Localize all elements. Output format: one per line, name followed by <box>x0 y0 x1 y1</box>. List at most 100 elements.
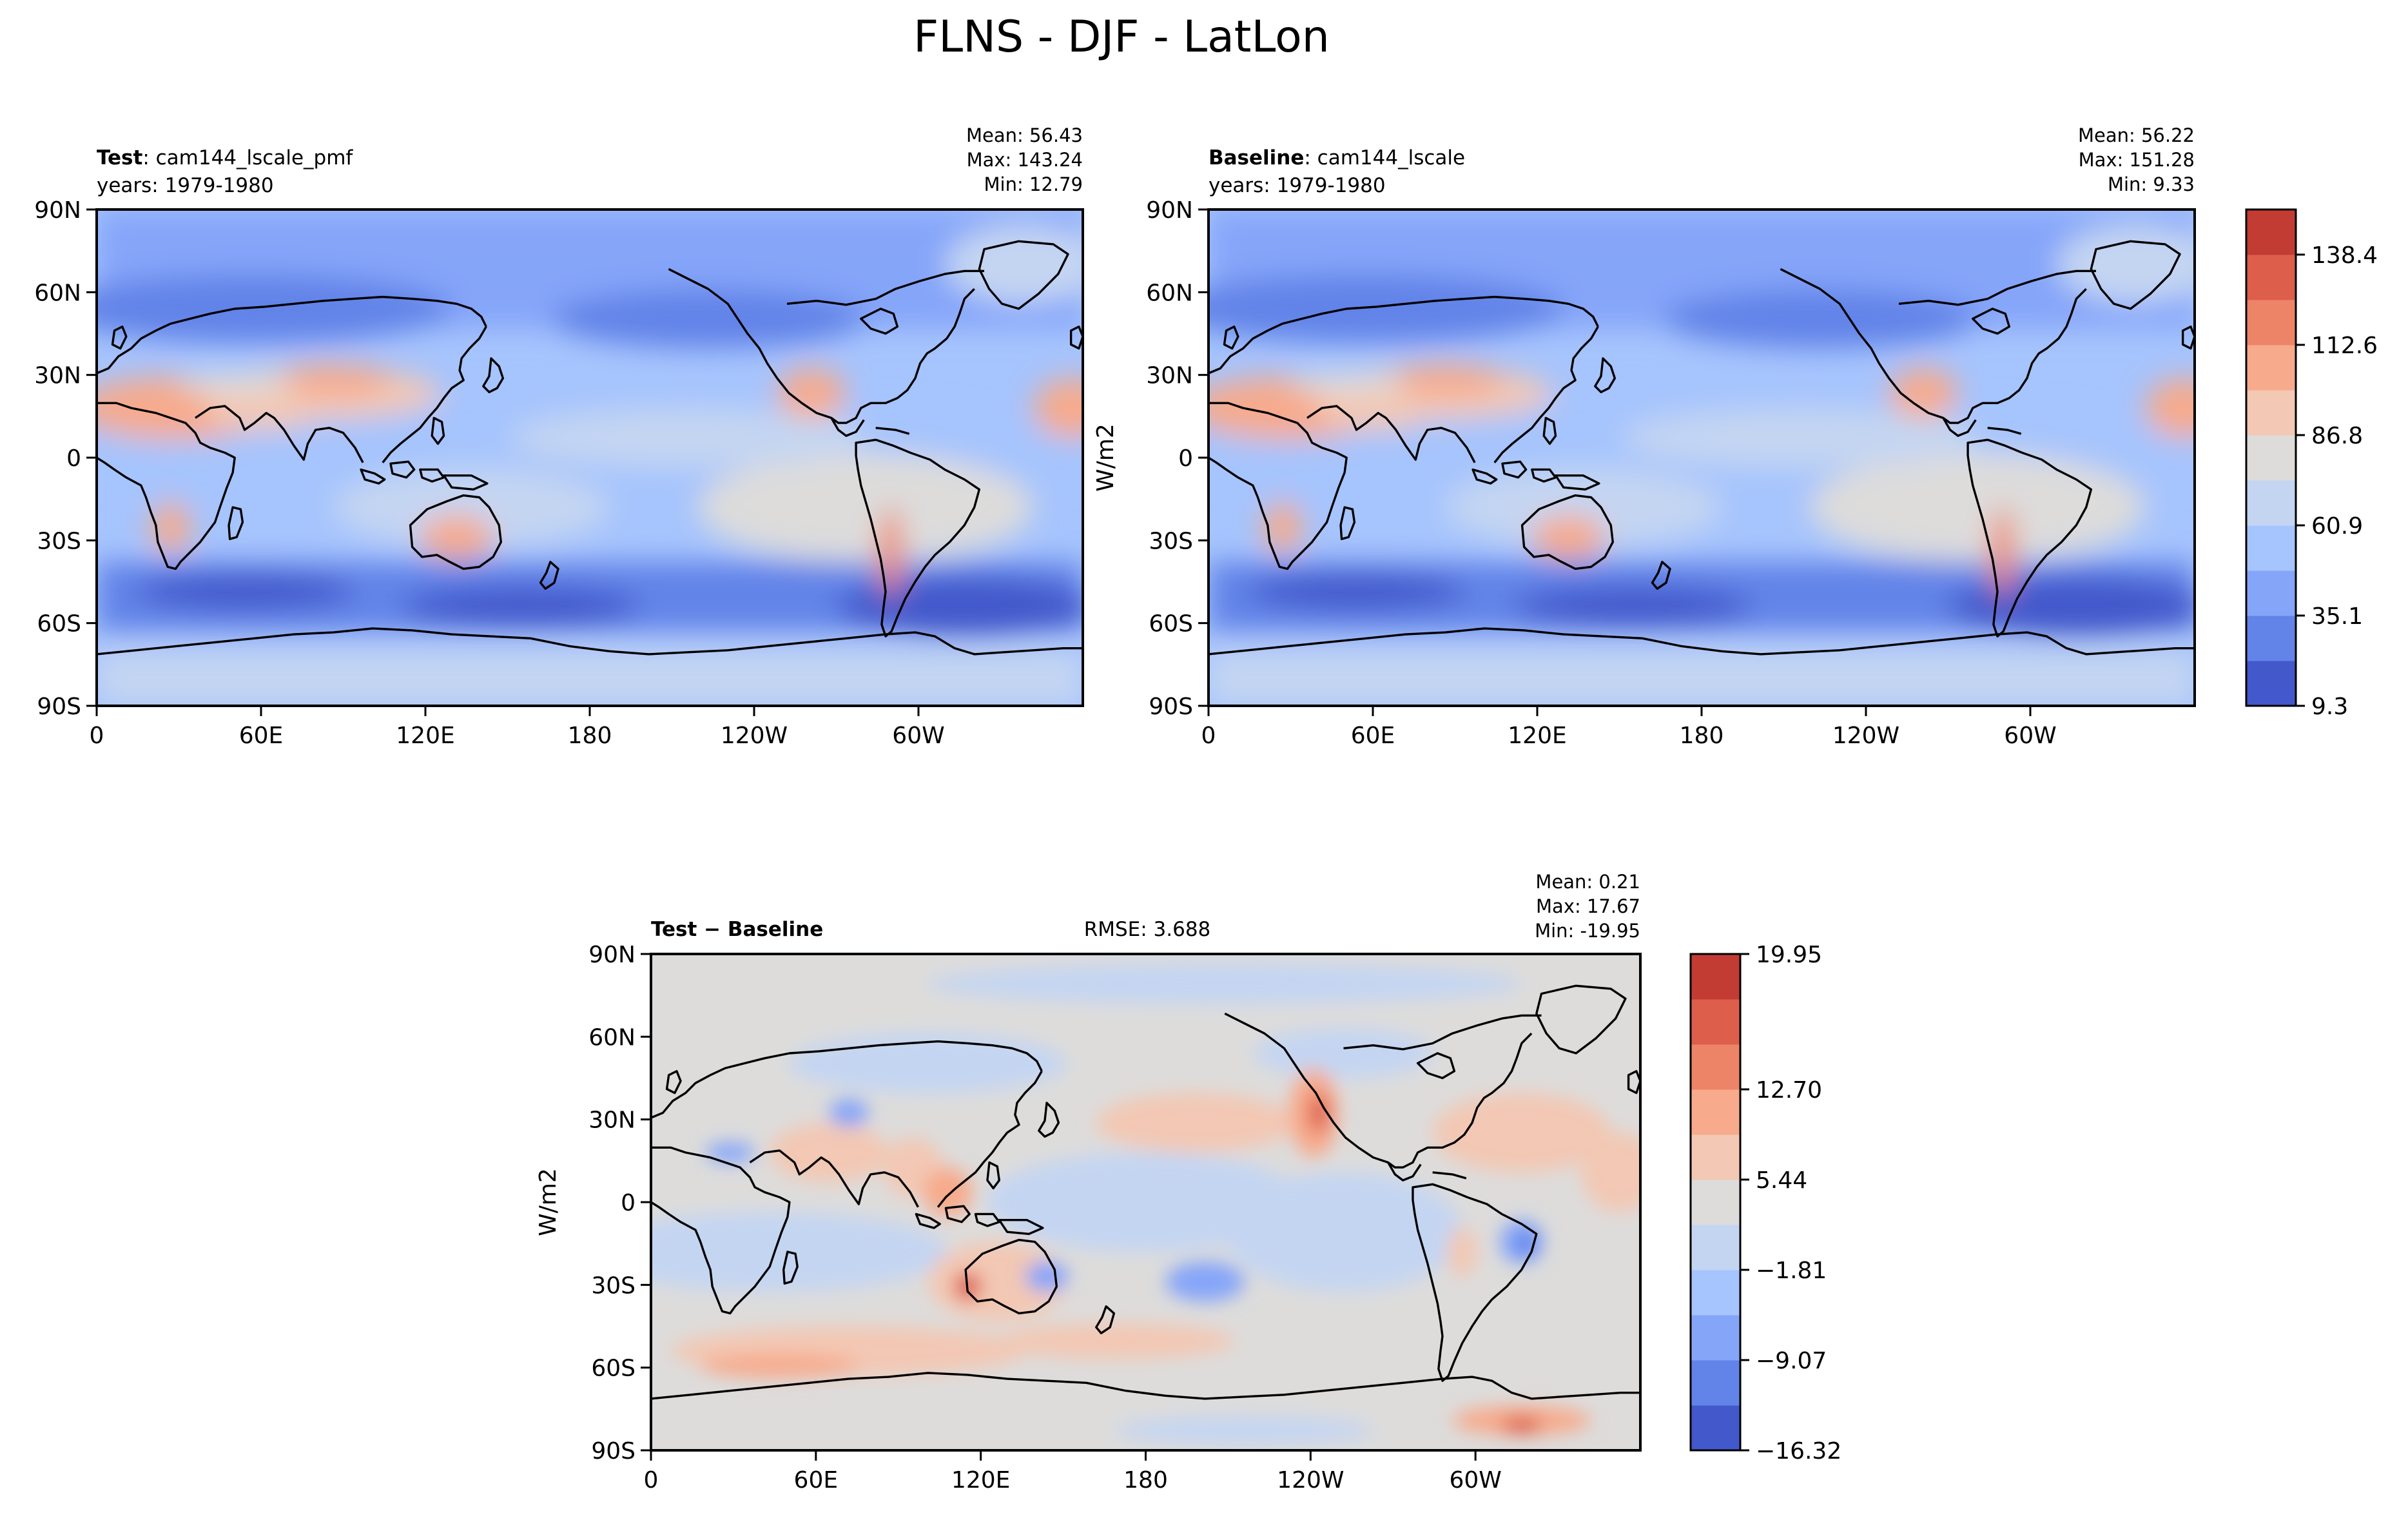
colorbar-frame <box>1689 953 1742 1452</box>
ytick-label: 60S <box>37 611 81 637</box>
test-stat-mean: Mean: 56.43 <box>966 124 1083 146</box>
diff-field <box>651 954 1640 1450</box>
ytick-label: 90S <box>591 1438 636 1464</box>
xtick-label: 180 <box>568 723 612 749</box>
xtick-label: 180 <box>1123 1467 1168 1494</box>
diff-stat-min: Min: -19.95 <box>1535 920 1640 942</box>
xtick-label: 60W <box>892 723 944 749</box>
diff-rmse: RMSE: 3.688 <box>1084 918 1211 941</box>
baseline-colorbar: 138.4 112.6 86.8 60.9 35.1 9.3 <box>2245 208 2378 720</box>
colorbar-segment <box>2246 255 2296 300</box>
xtick-label: 60E <box>239 723 284 749</box>
test-stat-max: Max: 143.24 <box>967 149 1083 171</box>
colorbar-frame <box>2245 208 2297 707</box>
colorbar-segment <box>2246 525 2296 571</box>
ytick-label: 60N <box>1146 280 1193 306</box>
colorbar-segment <box>2246 661 2296 706</box>
colorbar-segment <box>2246 300 2296 345</box>
colorbar-segment <box>2246 616 2296 661</box>
baseline-ylabel: W/m2 <box>1092 423 1119 492</box>
colorbar-tick-label: 138.4 <box>2311 242 2378 269</box>
xtick-label: 120E <box>951 1467 1010 1494</box>
colorbar-segment <box>1691 954 1740 1000</box>
colorbar-segment <box>1691 1225 1740 1270</box>
xtick-label: 0 <box>644 1467 659 1494</box>
colorbar-tick-label: 86.8 <box>2311 423 2363 449</box>
colorbar-segment <box>1691 1315 1740 1361</box>
ytick-label: 30N <box>588 1107 636 1134</box>
colorbar-segment <box>1691 1134 1740 1180</box>
baseline-field <box>1209 209 2195 706</box>
ytick-label: 30N <box>34 363 81 389</box>
panel-diff: Test − Baseline RMSE: 3.688 Mean: 0.21 M… <box>535 871 1841 1494</box>
colorbar-tick-label: −9.07 <box>1756 1348 1827 1374</box>
xtick-label: 120W <box>721 723 788 749</box>
ytick-label: 0 <box>621 1190 636 1216</box>
colorbar-tick-label: 60.9 <box>2311 513 2363 540</box>
colorbar-segment <box>2246 435 2296 481</box>
figure-title: FLNS - DJF - LatLon <box>913 12 1330 63</box>
diff-colorbar: 19.95 12.70 5.44 −1.81 −9.07 −16.32 <box>1689 942 1841 1464</box>
colorbar-segment <box>2246 570 2296 616</box>
diff-stat-mean: Mean: 0.21 <box>1535 871 1640 893</box>
ytick-label: 90S <box>37 694 81 720</box>
xtick-label: 180 <box>1680 723 1724 749</box>
colorbar-segment <box>1691 1044 1740 1090</box>
colorbar-segment <box>2246 209 2296 255</box>
xtick-label: 0 <box>1201 723 1216 749</box>
colorbar-segment <box>2246 480 2296 526</box>
ytick-label: 30S <box>1149 528 1193 554</box>
test-subtitle: years: 1979-1980 <box>97 174 274 197</box>
colorbar-tick-label: −16.32 <box>1756 1438 1841 1464</box>
ytick-label: 90S <box>1149 694 1193 720</box>
colorbar-segment <box>1691 1405 1740 1451</box>
colorbar-tick-label: 35.1 <box>2311 603 2363 630</box>
ytick-label: 0 <box>1178 445 1193 472</box>
ytick-label: 30S <box>37 528 81 554</box>
ytick-label: 90N <box>588 942 636 968</box>
xtick-label: 60E <box>794 1467 839 1494</box>
baseline-stat-max: Max: 151.28 <box>2079 149 2195 171</box>
xtick-label: 120W <box>1277 1467 1344 1494</box>
colorbar-segment <box>1691 999 1740 1045</box>
colorbar-tick-label: 112.6 <box>2311 333 2378 359</box>
xtick-label: 60E <box>1351 723 1395 749</box>
colorbar-segment <box>1691 1180 1740 1225</box>
ytick-label: 60N <box>588 1024 636 1051</box>
diff-ylabel: W/m2 <box>535 1168 561 1236</box>
colorbar-tick-label: −1.81 <box>1756 1258 1827 1284</box>
baseline-stat-mean: Mean: 56.22 <box>2078 124 2195 146</box>
xtick-label: 120W <box>1832 723 1899 749</box>
baseline-title: Baseline: cam144_lscale <box>1209 146 1465 170</box>
colorbar-tick-label: 5.44 <box>1756 1167 1807 1194</box>
ytick-label: 60S <box>591 1356 636 1382</box>
xtick-label: 0 <box>90 723 104 749</box>
ytick-label: 60N <box>34 280 81 306</box>
colorbar-segment <box>2246 390 2296 436</box>
diff-stat-max: Max: 17.67 <box>1536 895 1640 917</box>
test-ticks: 0 60E 120E 180 120W 60W 90N 60N 30N 0 30S 60S 90S <box>34 197 944 749</box>
baseline-stat-min: Min: 9.33 <box>2108 173 2195 195</box>
ytick-label: 0 <box>66 445 81 472</box>
diff-title: Test − Baseline <box>651 918 823 941</box>
ytick-label: 60S <box>1149 611 1193 637</box>
ytick-label: 30N <box>1146 363 1193 389</box>
panel-test: Test: cam144_lscale_pmf years: 1979-1980… <box>34 124 1084 749</box>
colorbar-tick-label: 12.70 <box>1756 1077 1822 1104</box>
ytick-label: 90N <box>34 197 81 224</box>
colorbar-tick-label: 9.3 <box>2311 694 2348 720</box>
baseline-subtitle: years: 1979-1980 <box>1209 174 1386 197</box>
xtick-label: 60W <box>1449 1467 1501 1494</box>
ytick-label: 90N <box>1146 197 1193 224</box>
baseline-ticks: 0 60E 120E 180 120W 60W 90N 60N 30N 0 30S 60S 90S <box>1146 197 2056 749</box>
test-field <box>97 209 1083 706</box>
xtick-label: 60W <box>2004 723 2056 749</box>
xtick-label: 120E <box>1508 723 1566 749</box>
test-title: Test: cam144_lscale_pmf <box>97 146 353 170</box>
colorbar-segment <box>1691 1089 1740 1135</box>
colorbar-segment <box>1691 1360 1740 1406</box>
colorbar-segment <box>2246 345 2296 391</box>
test-stat-min: Min: 12.79 <box>984 173 1083 195</box>
xtick-label: 120E <box>396 723 454 749</box>
ytick-label: 30S <box>591 1272 636 1299</box>
